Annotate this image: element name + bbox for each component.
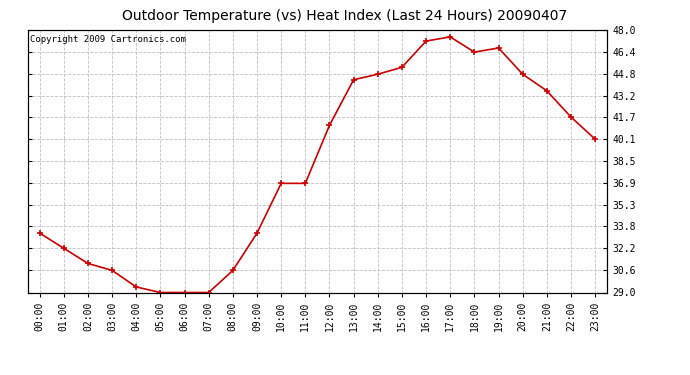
Text: Outdoor Temperature (vs) Heat Index (Last 24 Hours) 20090407: Outdoor Temperature (vs) Heat Index (Las… bbox=[122, 9, 568, 23]
Text: Copyright 2009 Cartronics.com: Copyright 2009 Cartronics.com bbox=[30, 35, 186, 44]
